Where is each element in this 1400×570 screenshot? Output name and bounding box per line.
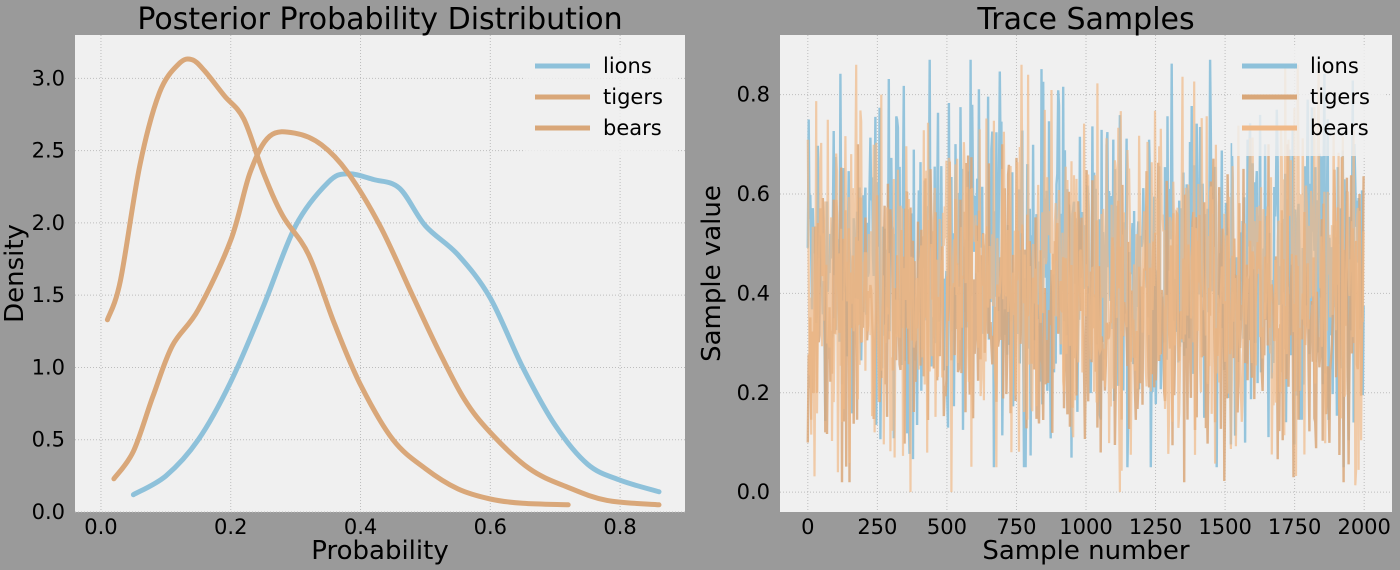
y-tick-label: 1.0	[32, 355, 65, 379]
y-tick-label: 0.2	[737, 381, 770, 405]
x-tick-label: 0.4	[344, 515, 377, 539]
x-tick-label: 1000	[1059, 515, 1112, 539]
y-tick-label: 0.0	[737, 480, 770, 504]
x-tick-label: 1500	[1198, 515, 1251, 539]
legend-label-tigers: tigers	[603, 85, 663, 109]
y-axis-ticks: 0.0 0.2 0.4 0.6 0.8	[737, 83, 770, 505]
series-line-lions	[130, 171, 662, 498]
legend: lions tigers bears	[1232, 46, 1384, 156]
legend-label-bears: bears	[603, 116, 662, 140]
x-axis-label: Sample number	[982, 536, 1190, 566]
trace-lines	[806, 59, 1365, 493]
y-tick-label: 0.6	[737, 182, 770, 206]
x-axis-ticks: 0 250 500 750 1000 1250 1500 1750 2000	[801, 515, 1391, 539]
x-tick-label: 0.6	[474, 515, 507, 539]
x-tick-label: 0	[801, 515, 814, 539]
density-chart: 0.0 0.2 0.4 0.6 0.8 0.0 0.5 1.0 1.5 2.0 2.5 3.0 Po…	[0, 2, 685, 566]
y-tick-label: 2.0	[32, 211, 65, 235]
y-axis-label: Density	[0, 224, 30, 323]
y-tick-label: 0.5	[32, 428, 65, 452]
legend-label-lions: lions	[1310, 54, 1359, 78]
x-axis-label: Probability	[311, 536, 448, 566]
legend-label-lions: lions	[603, 54, 652, 78]
y-axis-ticks: 0.0 0.5 1.0 1.5 2.0 2.5 3.0	[32, 66, 65, 524]
chart-title: Posterior Probability Distribution	[137, 2, 622, 37]
x-tick-label: 1750	[1268, 515, 1321, 539]
legend-label-tigers: tigers	[1310, 85, 1370, 109]
y-tick-label: 0.0	[32, 500, 65, 524]
y-tick-label: 2.5	[32, 139, 65, 163]
x-tick-label: 1250	[1129, 515, 1182, 539]
y-tick-label: 3.0	[32, 66, 65, 90]
x-tick-label: 0.2	[214, 515, 247, 539]
y-tick-label: 0.4	[737, 281, 770, 305]
trace-chart: 0 250 500 750 1000 1250 1500 1750 2000 0.0 0.2 0.4…	[697, 2, 1392, 566]
x-tick-label: 0.0	[84, 515, 117, 539]
legend: lions tigers bears	[525, 46, 677, 156]
x-tick-label: 250	[857, 515, 897, 539]
legend-label-bears: bears	[1310, 116, 1369, 140]
density-lines	[104, 56, 662, 508]
x-tick-label: 0.8	[603, 515, 636, 539]
y-tick-label: 0.8	[737, 83, 770, 107]
y-tick-label: 1.5	[32, 283, 65, 307]
x-tick-label: 500	[927, 515, 967, 539]
series-line-bears	[806, 64, 1365, 493]
chart-title: Trace Samples	[976, 2, 1194, 37]
series-line-bears	[111, 129, 662, 508]
series-line-tigers	[104, 56, 571, 508]
x-tick-label: 750	[996, 515, 1036, 539]
y-axis-label: Sample value	[697, 185, 727, 362]
x-tick-label: 2000	[1337, 515, 1390, 539]
x-axis-ticks: 0.0 0.2 0.4 0.6 0.8	[84, 515, 637, 539]
